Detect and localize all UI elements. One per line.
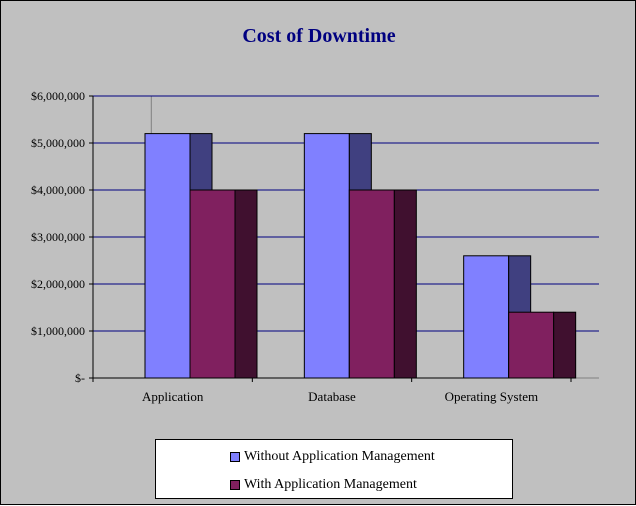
y-tick-label: $-	[75, 371, 85, 385]
bar-with-front	[348, 189, 395, 379]
legend-label-without: Without Application Management	[244, 449, 435, 464]
bar-with-side	[234, 189, 258, 379]
legend-item-with: With Application Management	[230, 477, 417, 493]
legend-item-without: Without Application Management	[230, 449, 435, 465]
x-category-label: Application	[142, 389, 204, 404]
y-tick-label: $3,000,000	[31, 230, 85, 244]
y-tick-label: $6,000,000	[31, 89, 85, 103]
legend-swatch-with	[230, 480, 240, 490]
y-tick-label: $5,000,000	[31, 136, 85, 150]
x-category-label: Operating System	[445, 389, 539, 404]
bar-with-side	[553, 311, 577, 379]
bar-without-front	[463, 255, 510, 379]
legend-label-with: With Application Management	[244, 477, 417, 492]
bar-with-side	[393, 189, 417, 379]
y-tick-label: $1,000,000	[31, 324, 85, 338]
y-tick-labels: $- $1,000,000 $2,000,000 $3,000,000 $4,000,0…	[31, 89, 85, 385]
legend: Without Application Management With Appl…	[155, 439, 513, 499]
bar-with-front	[508, 311, 555, 379]
y-tick-label: $2,000,000	[31, 277, 85, 291]
bars	[144, 133, 577, 379]
bar-without-front	[303, 133, 350, 379]
x-category-labels: Application Database Operating System	[142, 389, 538, 404]
bar-with-front	[189, 189, 236, 379]
y-tick-label: $4,000,000	[31, 183, 85, 197]
chart-title: Cost of Downtime	[242, 25, 395, 47]
legend-swatch-without	[230, 452, 240, 462]
x-category-label: Database	[308, 389, 356, 404]
bar-without-front	[144, 133, 191, 379]
